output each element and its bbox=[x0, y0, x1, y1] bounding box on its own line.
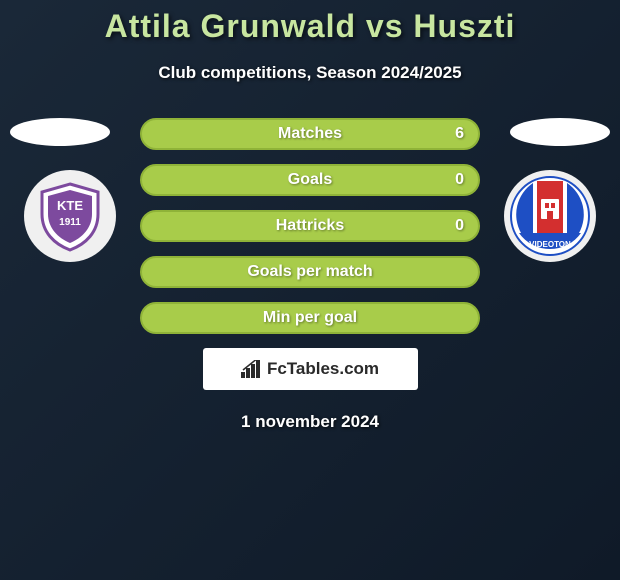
stat-row-min-per-goal: Min per goal bbox=[140, 302, 480, 334]
stat-row-hattricks: Hattricks 0 bbox=[140, 210, 480, 242]
club-badge-right: VIDEOTON bbox=[504, 170, 596, 262]
stat-label: Goals bbox=[288, 171, 332, 189]
source-logo: FcTables.com bbox=[203, 348, 418, 390]
comparison-container: KTE 1911 VIDEOTON Matches 6 Goals 0 Hatt… bbox=[0, 118, 620, 432]
stat-value-right: 0 bbox=[455, 217, 464, 235]
kte-badge-icon: KTE 1911 bbox=[32, 178, 108, 254]
videoton-badge-icon: VIDEOTON bbox=[509, 175, 591, 257]
stat-row-goals-per-match: Goals per match bbox=[140, 256, 480, 288]
svg-text:1911: 1911 bbox=[59, 217, 81, 228]
club-badge-left: KTE 1911 bbox=[24, 170, 116, 262]
svg-text:VIDEOTON: VIDEOTON bbox=[529, 240, 571, 249]
stat-label: Matches bbox=[278, 125, 342, 143]
player-marker-right bbox=[510, 118, 610, 146]
stat-value-right: 6 bbox=[455, 125, 464, 143]
subtitle: Club competitions, Season 2024/2025 bbox=[0, 63, 620, 83]
svg-text:KTE: KTE bbox=[57, 198, 83, 213]
stat-row-matches: Matches 6 bbox=[140, 118, 480, 150]
stat-value-right: 0 bbox=[455, 171, 464, 189]
date-label: 1 november 2024 bbox=[0, 412, 620, 432]
logo-text: FcTables.com bbox=[267, 359, 379, 379]
stat-label: Hattricks bbox=[276, 217, 344, 235]
stats-list: Matches 6 Goals 0 Hattricks 0 Goals per … bbox=[140, 118, 480, 334]
stat-label: Goals per match bbox=[247, 263, 372, 281]
stat-label: Min per goal bbox=[263, 309, 357, 327]
page-title: Attila Grunwald vs Huszti bbox=[0, 0, 620, 45]
stat-row-goals: Goals 0 bbox=[140, 164, 480, 196]
chart-icon bbox=[241, 360, 263, 378]
player-marker-left bbox=[10, 118, 110, 146]
